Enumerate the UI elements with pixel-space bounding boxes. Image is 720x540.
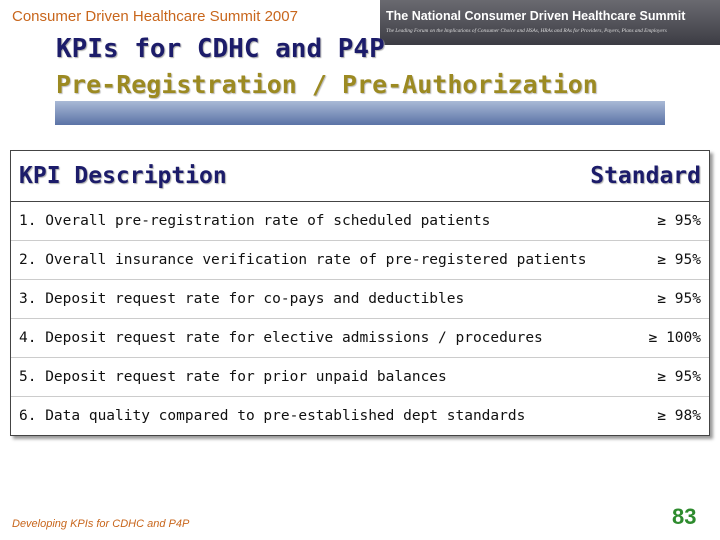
table-row: 3. Deposit request rate for co-pays and … (11, 280, 709, 319)
title: KPIs for CDHC and P4P (56, 34, 385, 64)
kpi-table: KPI Description Standard 1. Overall pre-… (10, 150, 710, 436)
table-row: 2. Overall insurance verification rate o… (11, 241, 709, 280)
kpi-description: 6. Data quality compared to pre-establis… (19, 408, 526, 424)
kpi-description: 5. Deposit request rate for prior unpaid… (19, 369, 447, 385)
kpi-standard: ≥ 95% (657, 369, 701, 385)
kpi-description: 2. Overall insurance verification rate o… (19, 252, 587, 268)
table-row: 6. Data quality compared to pre-establis… (11, 397, 709, 435)
kpi-standard: ≥ 95% (657, 252, 701, 268)
footer-text: Developing KPIs for CDHC and P4P (12, 518, 190, 530)
title-bar (55, 101, 665, 125)
table-row: 4. Deposit request rate for elective adm… (11, 319, 709, 358)
kpi-standard: ≥ 98% (657, 408, 701, 424)
kpi-standard: ≥ 100% (648, 330, 701, 346)
table-row: 5. Deposit request rate for prior unpaid… (11, 358, 709, 397)
kpi-description: 3. Deposit request rate for co-pays and … (19, 291, 465, 307)
kpi-standard: ≥ 95% (657, 213, 701, 229)
table-row: 1. Overall pre-registration rate of sche… (11, 202, 709, 241)
column-header: KPI Description (19, 163, 227, 189)
kpi-description: 1. Overall pre-registration rate of sche… (19, 213, 491, 229)
page-number: 83 (672, 504, 697, 529)
banner-tagline: The Leading Forum on the Implications of… (386, 28, 667, 34)
summit-label: Consumer Driven Healthcare Summit 2007 (12, 8, 298, 25)
banner-title: The National Consumer Driven Healthcare … (386, 9, 686, 23)
subtitle: Pre-Registration / Pre-Authorization (56, 70, 598, 99)
kpi-description: 4. Deposit request rate for elective adm… (19, 330, 543, 346)
kpi-standard: ≥ 95% (657, 291, 701, 307)
column-header: Standard (590, 163, 701, 189)
banner: The National Consumer Driven Healthcare … (380, 0, 720, 45)
header-row: KPI Description Standard (11, 151, 709, 202)
